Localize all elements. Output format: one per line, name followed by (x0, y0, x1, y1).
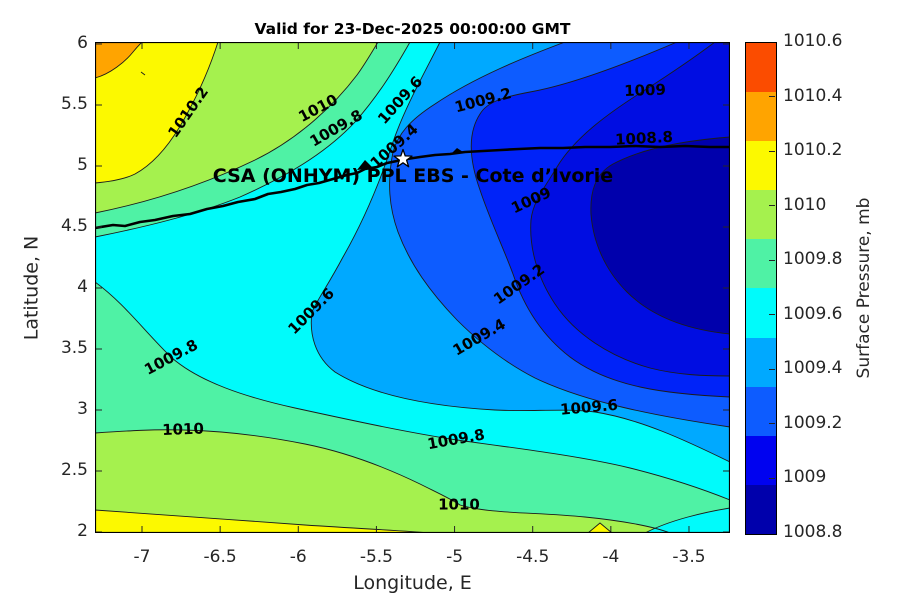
isoline-1010.4 (94, 41, 143, 79)
colorbar-tick-mark (769, 423, 775, 425)
band-greenyellow-nw (95, 42, 378, 213)
colorbar-tick-label: 1009 (783, 467, 827, 488)
band-orange-corner (95, 42, 142, 78)
colorbar-segment (746, 92, 776, 142)
colorbar-tick-mark (769, 314, 775, 316)
isoline-1009.2 (470, 41, 731, 398)
colorbar-segment (746, 141, 776, 191)
x-tick-label: -3.5 (672, 547, 706, 567)
axes-border (94, 41, 731, 534)
plot-title: Valid for 23-Dec-2025 00:00:00 GMT (254, 20, 571, 38)
colorbar-tick-label: 1008.8 (783, 522, 843, 542)
x-tick-label: -5.5 (359, 547, 393, 567)
isoline-1010.2 (94, 41, 219, 184)
x-tick-label: -4 (602, 547, 620, 567)
isoline-1009.8-se-corner (644, 507, 731, 534)
annotation-text: CSA (ONHYM) PPL EBS - Cote d’Ivorie (213, 165, 613, 187)
x-tick-label: -6.5 (203, 547, 237, 567)
isoline-1010-lower (94, 429, 671, 534)
isoline-1010.2-lower (94, 509, 431, 534)
colorbar-tick-label: 1009.4 (783, 358, 843, 379)
contour-label-1008.8: 1008.8 (615, 128, 674, 149)
contour-label-1009: 1009 (624, 81, 666, 100)
isoline-yellow-notch (587, 522, 613, 534)
pressure-fill-bands (95, 42, 730, 533)
y-tick-label: 3 (77, 399, 88, 419)
colorbar-tick-label: 1009.6 (783, 303, 843, 324)
coastline-spur (357, 160, 373, 170)
colorbar-segment (746, 239, 776, 289)
isoline-1009 (530, 41, 731, 377)
colorbar-tick-label: 1009.2 (783, 412, 843, 433)
contour-plot: 1010.2 1010 1009.8 1009.6 1009.4 1009.2 1009 10… (94, 41, 731, 534)
colorbar-tick-label: 1010.4 (783, 85, 843, 106)
y-tick-label: 5.5 (60, 94, 88, 114)
x-tick-label: -6 (289, 547, 307, 567)
isoline-1009.4 (389, 41, 731, 428)
isoline-1010.4-dash (140, 71, 146, 76)
axis-tick-marks (95, 42, 730, 533)
colorbar-tick-label: 1010.6 (783, 31, 843, 51)
x-tick-label: -5 (446, 547, 464, 567)
y-tick-label: 5 (77, 155, 88, 175)
band-yellow-notch (588, 523, 612, 533)
colorbar-segment (746, 288, 776, 338)
colorbar-tick-mark (769, 150, 775, 152)
contour-label-1009.6: 1009.6 (559, 396, 618, 419)
colorbar-segment (746, 386, 776, 436)
coastline-spur-2 (451, 148, 463, 154)
y-axis-label: Latitude, N (20, 235, 43, 341)
band-yellow-nw (95, 42, 218, 183)
colorbar-segment (746, 190, 776, 240)
colorbar-tick-mark (769, 96, 775, 98)
band-cyan-se-corner (645, 508, 730, 533)
isoline-1010-upper (94, 41, 379, 214)
band-greenyellow-south (95, 429, 670, 533)
x-tick-label: -4.5 (516, 547, 550, 567)
star-marker (393, 148, 413, 168)
colorbar-tick-label: 1010.2 (783, 140, 843, 161)
x-tick-label: -7 (133, 547, 151, 567)
colorbar (745, 42, 777, 535)
colorbar-segment (746, 337, 776, 387)
isoline-1009.8-upper (94, 41, 411, 238)
isoline-1009.8-lower (94, 281, 731, 501)
colorbar-tick-label: 1009.8 (783, 249, 843, 270)
colorbar-tick-mark (769, 477, 775, 479)
colorbar-tick-mark (769, 205, 775, 207)
contour-label-1010: 1010 (438, 495, 480, 513)
y-tick-label: 2 (77, 521, 88, 541)
x-axis-label: Longitude, E (353, 572, 472, 594)
contour-label-1010: 1010 (162, 420, 204, 439)
colorbar-tick-mark (769, 368, 775, 370)
band-navy-low-center (590, 137, 730, 334)
colorbar-segment (746, 435, 776, 485)
colorbar-segment (746, 484, 776, 534)
y-tick-label: 6 (77, 33, 88, 53)
colorbar-axis-label: Surface Pressure, mb (854, 197, 874, 379)
band-yellow-sw (95, 510, 430, 533)
colorbar-segment (746, 43, 776, 93)
y-tick-label: 2.5 (60, 460, 88, 480)
colorbar-tick-mark (769, 259, 775, 261)
coastline (94, 144, 730, 230)
colorbar-tick-label: 1010 (783, 194, 827, 215)
y-tick-label: 3.5 (60, 338, 88, 358)
y-tick-label: 4 (77, 277, 88, 297)
band-mint-nw (95, 42, 410, 237)
y-tick-label: 4.5 (60, 216, 88, 236)
isoline-1009.6 (310, 41, 731, 463)
